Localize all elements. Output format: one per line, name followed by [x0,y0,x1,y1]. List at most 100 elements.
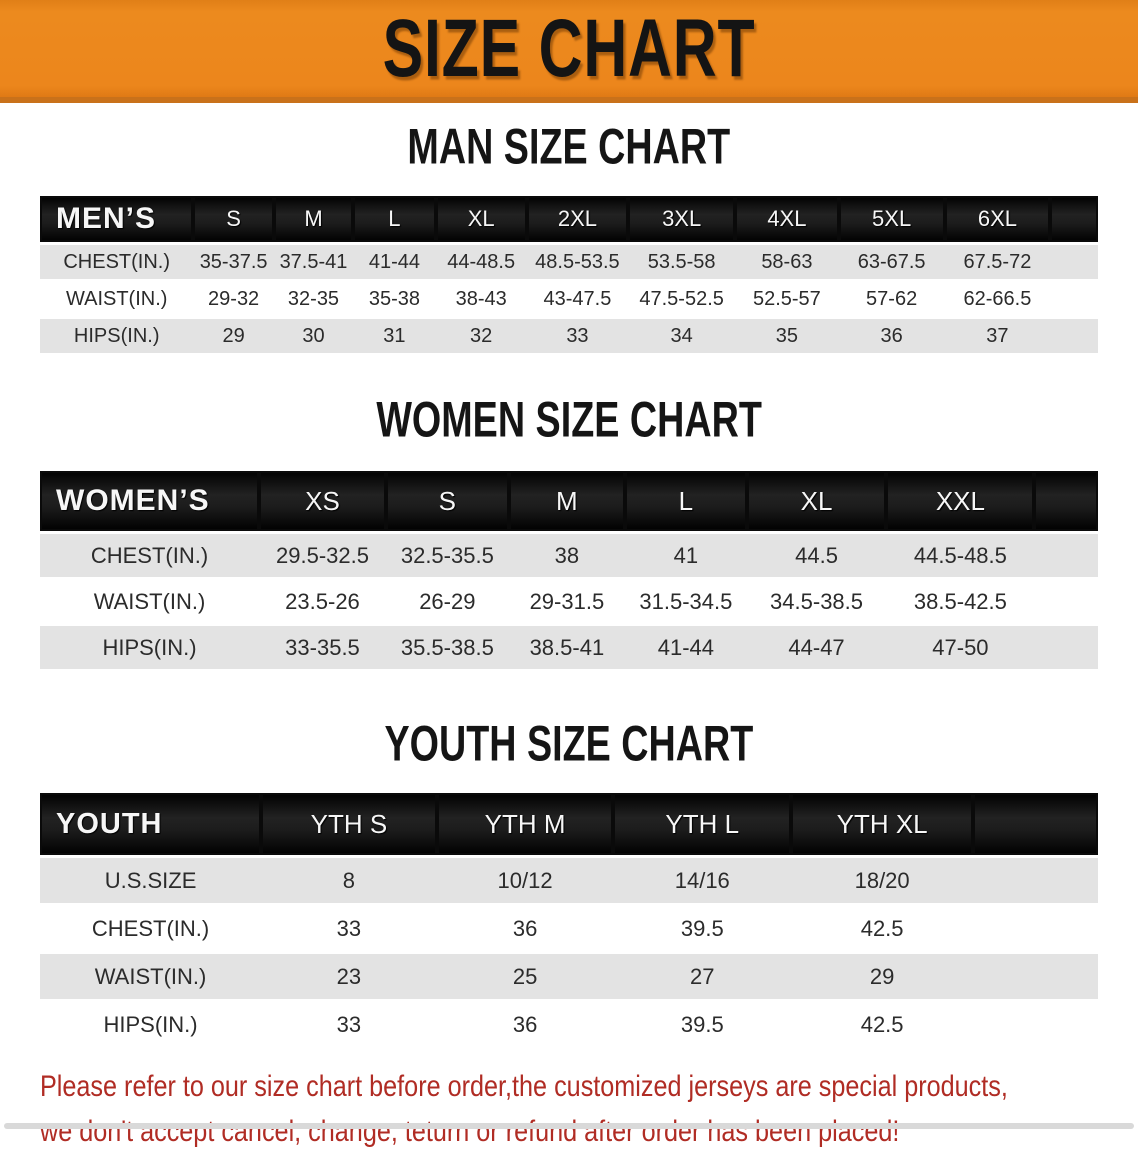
size-value-cell: 35-38 [353,282,436,316]
size-column-header: S [193,196,274,242]
size-column-header: 2XL [526,196,629,242]
table-row: HIPS(IN.) 33-35.5 35.5-38.5 38.5-41 41-44 44-… [40,626,1098,669]
size-value-cell: 29 [791,954,974,999]
size-value-cell: 36 [436,1002,614,1047]
men-size-table: MEN’S S M L XL 2XL 3XL 4XL 5XL 6XL CHEST(IN.) 35-3… [40,193,1098,356]
table-header-label: WOMEN’S [40,471,260,531]
table-row: WAIST(IN.) 29-32 32-35 35-38 38-43 43-47.5 47.… [40,282,1098,316]
size-column-header: XS [259,471,386,531]
filler-cell [973,793,1098,855]
women-section-heading-text: WOMEN SIZE CHART [376,390,762,448]
men-table-header: MEN’S S M L XL 2XL 3XL 4XL 5XL 6XL [40,196,1098,242]
size-value-cell: 41-44 [353,245,436,279]
size-value-cell: 34 [628,319,736,353]
size-column-header: XXL [886,471,1035,531]
table-header-row: YOUTH YTH S YTH M YTH L YTH XL [40,793,1098,855]
filler-cell [973,906,1098,951]
size-value-cell: 38.5-41 [508,626,626,669]
filler-cell [1050,245,1098,279]
banner-title: SIZE CHART [382,2,756,95]
disclaimer: Please refer to our size chart before or… [40,1064,1138,1154]
table-row: U.S.SIZE 8 10/12 14/16 18/20 [40,858,1098,903]
row-label: CHEST(IN.) [40,906,262,951]
size-column-header: S [385,471,509,531]
size-value-cell: 36 [436,906,614,951]
filler-cell [1050,319,1098,353]
filler-cell [1034,580,1098,623]
size-chart-banner: SIZE CHART [0,0,1138,103]
row-label: HIPS(IN.) [40,319,194,353]
size-value-cell: 42.5 [791,1002,974,1047]
row-label: WAIST(IN.) [40,954,262,999]
table-row: WAIST(IN.) 23.5-26 26-29 29-31.5 31.5-34.5 34… [40,580,1098,623]
size-value-cell: 29-31.5 [508,580,626,623]
size-value-cell: 37 [944,319,1051,353]
size-value-cell: 8 [261,858,437,903]
size-value-cell: 29.5-32.5 [259,534,386,577]
row-label: HIPS(IN.) [40,626,260,669]
size-value-cell: 36 [838,319,945,353]
size-value-cell: 32.5-35.5 [385,534,509,577]
size-value-cell: 44-48.5 [435,245,527,279]
size-value-cell: 33 [526,319,629,353]
size-value-cell: 35.5-38.5 [385,626,509,669]
size-value-cell: 42.5 [791,906,974,951]
filler-cell [973,858,1098,903]
size-value-cell: 33 [261,1002,437,1047]
size-column-header: YTH S [261,793,437,855]
filler-cell [1050,282,1098,316]
youth-table-header: YOUTH YTH S YTH M YTH L YTH XL [40,793,1098,855]
size-column-header: L [625,471,747,531]
size-value-cell: 62-66.5 [944,282,1051,316]
size-column-header: YTH L [613,793,792,855]
size-value-cell: 57-62 [838,282,945,316]
women-section-heading: WOMEN SIZE CHART [0,390,1138,448]
size-value-cell: 10/12 [436,858,614,903]
size-value-cell: 35-37.5 [193,245,274,279]
size-value-cell: 37.5-41 [273,245,354,279]
size-value-cell: 44.5-48.5 [886,534,1035,577]
size-value-cell: 25 [436,954,614,999]
table-row: CHEST(IN.) 29.5-32.5 32.5-35.5 38 41 44.5 44.5… [40,534,1098,577]
filler-cell [1050,196,1098,242]
row-label: CHEST(IN.) [40,245,194,279]
youth-section-heading-text: YOUTH SIZE CHART [384,714,754,772]
size-value-cell: 47-50 [886,626,1035,669]
size-value-cell: 14/16 [613,858,792,903]
table-header-row: MEN’S S M L XL 2XL 3XL 4XL 5XL 6XL [40,196,1098,242]
size-value-cell: 32 [435,319,527,353]
table-row: HIPS(IN.) 29 30 31 32 33 34 35 36 37 [40,319,1098,353]
size-value-cell: 63-67.5 [838,245,945,279]
women-size-table: WOMEN’S XS S M L XL XXL CHEST(IN.) 29.5-32.5 32.… [40,468,1098,672]
size-value-cell: 41 [625,534,747,577]
size-value-cell: 39.5 [613,906,792,951]
size-column-header: M [273,196,354,242]
row-label: CHEST(IN.) [40,534,260,577]
size-value-cell: 30 [273,319,354,353]
table-row: CHEST(IN.) 35-37.5 37.5-41 41-44 44-48.5 48.5… [40,245,1098,279]
table-row: HIPS(IN.) 33 36 39.5 42.5 [40,1002,1098,1047]
size-value-cell: 67.5-72 [944,245,1051,279]
women-table-body: CHEST(IN.) 29.5-32.5 32.5-35.5 38 41 44.5 44.5… [40,534,1098,669]
size-value-cell: 52.5-57 [735,282,839,316]
size-value-cell: 38-43 [435,282,527,316]
size-value-cell: 29-32 [193,282,274,316]
size-value-cell: 35 [735,319,839,353]
size-value-cell: 53.5-58 [628,245,736,279]
size-column-header: XL [746,471,887,531]
disclaimer-line-1: Please refer to our size chart before or… [40,1070,1008,1103]
size-value-cell: 43-47.5 [526,282,629,316]
size-value-cell: 33 [261,906,437,951]
filler-cell [973,954,1098,999]
table-header-label: YOUTH [40,793,262,855]
size-value-cell: 23.5-26 [259,580,386,623]
size-column-header: 3XL [628,196,736,242]
filler-cell [1034,471,1098,531]
size-value-cell: 27 [613,954,792,999]
size-value-cell: 26-29 [385,580,509,623]
size-value-cell: 33-35.5 [259,626,386,669]
row-label: WAIST(IN.) [40,580,260,623]
size-value-cell: 44-47 [746,626,887,669]
size-value-cell: 23 [261,954,437,999]
size-value-cell: 31 [353,319,436,353]
